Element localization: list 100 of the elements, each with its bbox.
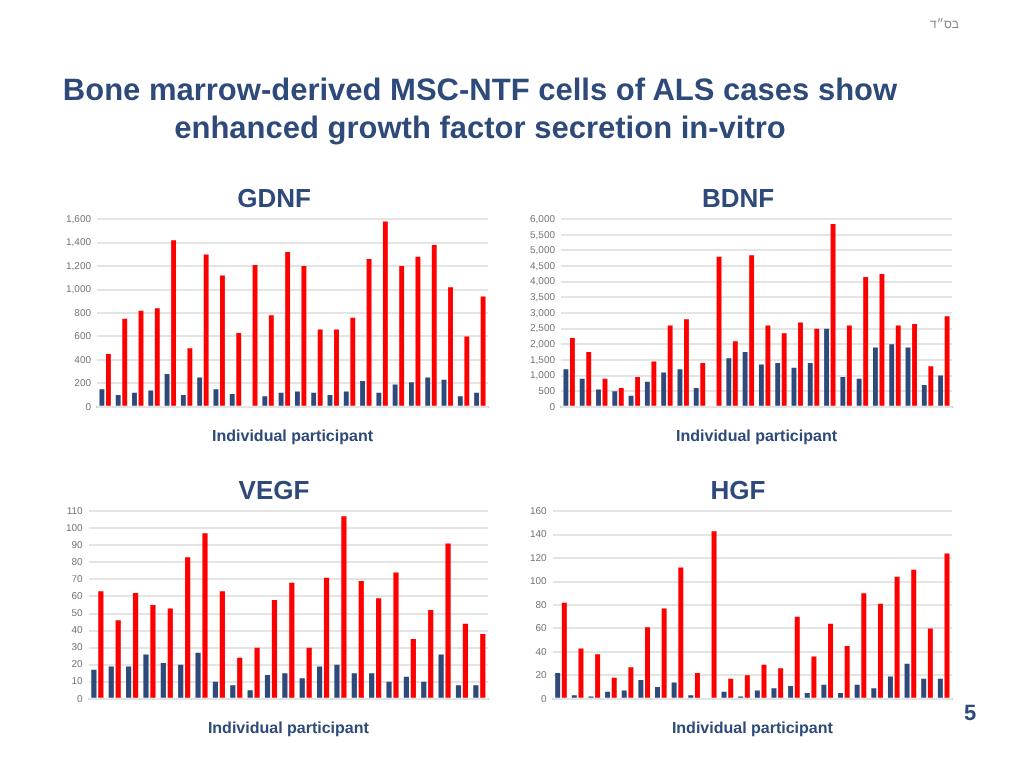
bar xyxy=(180,395,186,406)
bar xyxy=(595,654,601,698)
bar xyxy=(480,633,486,698)
bar xyxy=(644,381,650,406)
bar xyxy=(445,543,451,698)
bar xyxy=(904,663,910,698)
bar xyxy=(927,628,933,698)
bar xyxy=(628,667,634,698)
bar xyxy=(474,392,480,406)
bar xyxy=(579,378,585,406)
bar xyxy=(360,381,366,406)
bar xyxy=(877,603,883,698)
bar xyxy=(386,681,392,698)
bar xyxy=(821,684,827,698)
bar xyxy=(341,516,347,698)
bar xyxy=(143,654,149,698)
bar xyxy=(798,322,803,406)
bar xyxy=(115,395,121,406)
bar xyxy=(254,647,260,698)
bar xyxy=(294,391,300,406)
bar xyxy=(148,390,154,406)
bar xyxy=(569,338,575,406)
bar xyxy=(351,673,357,698)
bar xyxy=(749,255,755,406)
bar xyxy=(863,277,869,406)
bar xyxy=(758,364,764,406)
bar xyxy=(938,375,944,406)
bar xyxy=(237,657,243,698)
bar xyxy=(794,616,800,698)
bar xyxy=(311,392,317,406)
bar xyxy=(376,598,382,698)
bar xyxy=(167,608,173,698)
bar xyxy=(202,533,208,698)
bar xyxy=(889,344,895,406)
bar xyxy=(187,348,193,406)
bar xyxy=(872,347,878,406)
bar xyxy=(645,627,651,698)
bar xyxy=(838,692,844,698)
bar xyxy=(122,318,128,406)
bar xyxy=(638,680,644,698)
bar xyxy=(830,223,836,406)
bar xyxy=(596,389,601,406)
bar xyxy=(455,685,462,698)
bar xyxy=(671,682,677,698)
bar xyxy=(728,678,734,698)
bar xyxy=(317,329,323,406)
x-axis-title: Individual participant xyxy=(676,426,838,445)
bar xyxy=(824,328,830,406)
bar xyxy=(203,254,209,406)
bar xyxy=(555,673,561,698)
bar xyxy=(115,620,121,698)
bar xyxy=(667,325,673,406)
bar xyxy=(635,377,641,406)
bar xyxy=(561,602,567,698)
bar xyxy=(846,325,852,406)
bar xyxy=(358,581,364,698)
bar xyxy=(98,591,104,698)
bar xyxy=(563,369,569,406)
bar xyxy=(605,691,611,698)
bar xyxy=(392,384,398,406)
bar xyxy=(578,648,584,698)
bar xyxy=(844,646,850,698)
bar xyxy=(621,690,627,698)
bar xyxy=(178,664,184,698)
bar xyxy=(262,396,268,406)
bar xyxy=(612,391,618,406)
bar xyxy=(132,392,137,406)
bar xyxy=(655,687,660,698)
bar xyxy=(334,329,339,406)
bar xyxy=(694,673,700,698)
bar xyxy=(944,553,950,698)
bar xyxy=(376,392,382,406)
bar xyxy=(399,266,405,406)
bar xyxy=(150,605,156,698)
bar xyxy=(236,332,242,406)
bar xyxy=(316,666,323,698)
chart-title: GDNF xyxy=(237,182,311,213)
bar xyxy=(334,664,340,698)
bar xyxy=(393,572,399,698)
bar xyxy=(197,377,203,406)
bar xyxy=(350,317,356,406)
bar xyxy=(828,623,834,698)
text: 5 xyxy=(964,702,977,726)
bar xyxy=(684,319,689,406)
bar xyxy=(91,669,97,698)
bar xyxy=(425,377,431,406)
chart-title: BDNF xyxy=(701,182,775,213)
bar xyxy=(807,363,813,406)
bar xyxy=(661,372,667,406)
bar xyxy=(775,363,781,406)
bar xyxy=(871,688,877,698)
bar xyxy=(781,333,787,406)
bar xyxy=(944,316,950,406)
bar xyxy=(861,593,867,698)
bar xyxy=(700,363,706,406)
bar xyxy=(912,323,917,406)
bar xyxy=(732,341,738,406)
bar xyxy=(788,685,794,698)
bar xyxy=(911,569,917,698)
bar xyxy=(921,384,927,406)
